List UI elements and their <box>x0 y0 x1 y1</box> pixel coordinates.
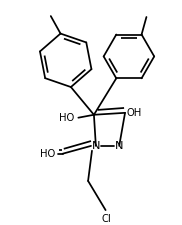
Text: HO: HO <box>59 113 74 123</box>
Text: OH: OH <box>127 108 142 118</box>
Text: HO: HO <box>40 149 55 159</box>
Text: N: N <box>92 141 100 151</box>
Text: N: N <box>115 141 123 151</box>
Text: Cl: Cl <box>102 214 111 224</box>
